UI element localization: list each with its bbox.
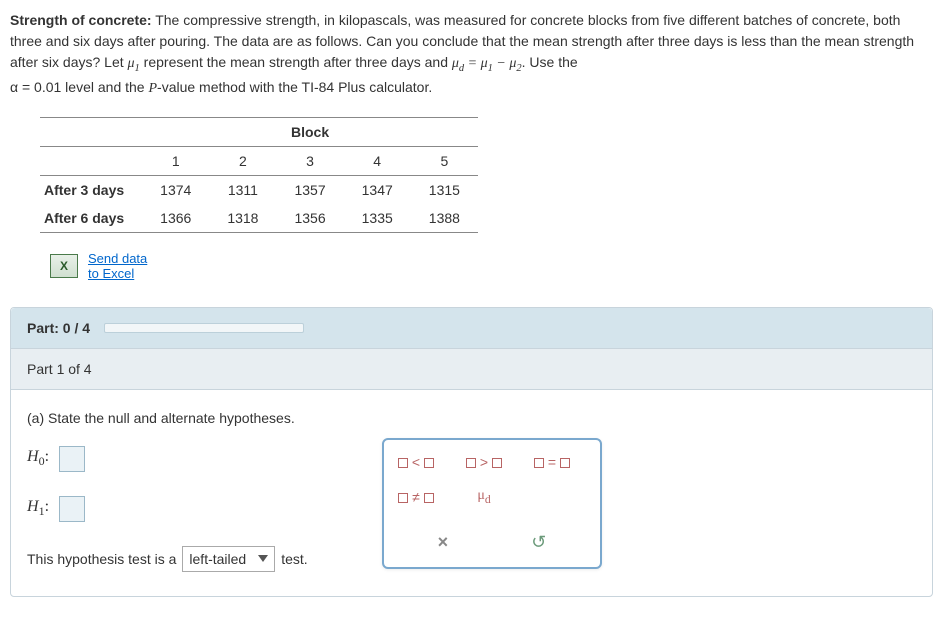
send-to-excel-link[interactable]: X Send data to Excel [50,251,933,282]
palette-not-equal[interactable]: ≠ [396,489,436,505]
excel-link-line2[interactable]: to Excel [88,266,147,282]
excel-link-line1[interactable]: Send data [88,251,147,267]
part-subheader: Part 1 of 4 [11,348,932,390]
palette-mu-d[interactable]: μd [464,488,504,506]
symbol-palette: < > = ≠ μd . × ↺ [382,438,602,569]
chevron-down-icon [258,555,268,562]
palette-less-than[interactable]: < [396,454,436,470]
h0-input[interactable] [59,446,85,472]
excel-icon: X [50,254,78,278]
progress-header: Part: 0 / 4 [11,308,932,348]
table-row: After 3 days 1374 1311 1357 1347 1315 [40,175,478,204]
problem-statement: Strength of concrete: The compressive st… [10,10,933,99]
problem-title: Strength of concrete: [10,12,152,28]
palette-reset-icon[interactable]: ↺ [531,532,546,553]
parts-container: Part: 0 / 4 Part 1 of 4 (a) State the nu… [10,307,933,597]
palette-equals[interactable]: = [532,454,572,470]
data-table: Block 1 2 3 4 5 After 3 days 1374 1311 1… [40,117,478,233]
tail-select-value: left-tailed [189,551,246,567]
palette-greater-than[interactable]: > [464,454,504,470]
tail-select[interactable]: left-tailed [182,546,275,572]
progress-label: Part: 0 / 4 [27,320,90,336]
h1-input[interactable] [59,496,85,522]
table-super-header: Block [142,117,478,146]
progress-bar [104,323,304,333]
question-text: (a) State the null and alternate hypothe… [27,410,916,426]
table-row: After 6 days 1366 1318 1356 1335 1388 [40,204,478,233]
palette-close-icon[interactable]: × [438,532,449,553]
